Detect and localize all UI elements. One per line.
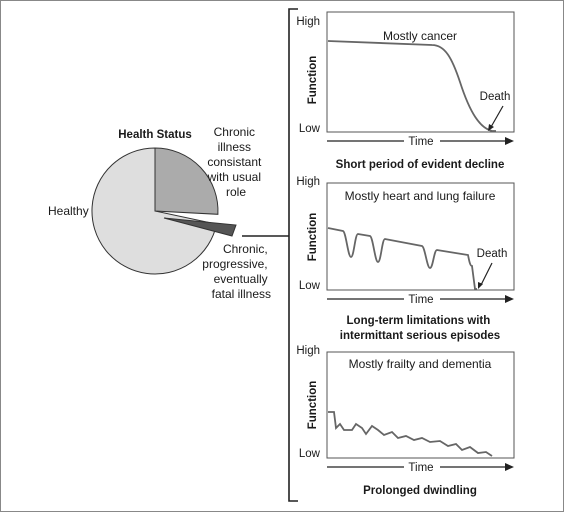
pie-title: Health Status [118, 129, 192, 141]
pie-label-chronic-usual: Chronic illness consistant with usual ro… [207, 125, 265, 199]
time-label-bg [404, 459, 440, 475]
time-label: Time [408, 462, 433, 474]
death-arrowhead [488, 124, 494, 131]
trajectory-panel-organ-failure: High Low Function Mostly heart and lung … [296, 176, 515, 342]
y-axis-title: Function [307, 213, 319, 262]
death-label: Death [480, 91, 511, 103]
y-high-label: High [296, 345, 320, 357]
time-label: Time [408, 294, 433, 306]
death-arrow [480, 262, 493, 286]
pie-label-chronic-fatal: Chronic, progressive, eventually fatal i… [202, 242, 271, 301]
plot-frame [326, 182, 515, 291]
pie-slice-chronic-fatal [163, 217, 237, 237]
health-status-pie: Health Status Healthy Chronic illness co… [48, 125, 271, 301]
y-axis-title: Function [307, 381, 319, 430]
panel-note: Mostly cancer [383, 29, 457, 43]
time-arrowhead [505, 295, 514, 303]
panel-caption: Short period of evident decline [336, 159, 505, 171]
bracket [288, 8, 298, 502]
time-label: Time [408, 136, 433, 148]
y-low-label: Low [299, 123, 321, 135]
panel-note: Mostly heart and lung failure [345, 189, 496, 203]
y-low-label: Low [299, 280, 321, 292]
y-axis-title: Function [307, 56, 319, 105]
panel-caption: Prolonged dwindling [363, 485, 477, 497]
y-high-label: High [296, 176, 320, 188]
time-label-bg [404, 133, 440, 149]
time-arrowhead [505, 463, 514, 471]
trajectory-panel-frailty: High Low Function Mostly frailty and dem… [296, 345, 515, 497]
trajectory-line [328, 411, 493, 457]
plot-frame [326, 351, 515, 459]
y-high-label: High [296, 16, 320, 28]
time-arrowhead [505, 137, 514, 145]
death-label: Death [477, 248, 508, 260]
trajectory-line [327, 40, 496, 132]
time-label-bg [404, 291, 440, 307]
panel-note: Mostly frailty and dementia [349, 357, 492, 371]
pie-slice-healthy [91, 147, 218, 275]
y-low-label: Low [299, 448, 321, 460]
pie-slice-chronic-usual [154, 147, 219, 215]
death-arrow [490, 105, 504, 128]
panel-caption: Long-term limitations with intermittant … [340, 315, 500, 342]
plot-frame [326, 11, 515, 133]
pie-label-healthy: Healthy [48, 204, 89, 218]
trajectory-panel-cancer: High Low Function Mostly cancer Death Ti… [296, 11, 515, 171]
death-arrowhead [478, 282, 483, 289]
trajectory-line [327, 227, 477, 290]
